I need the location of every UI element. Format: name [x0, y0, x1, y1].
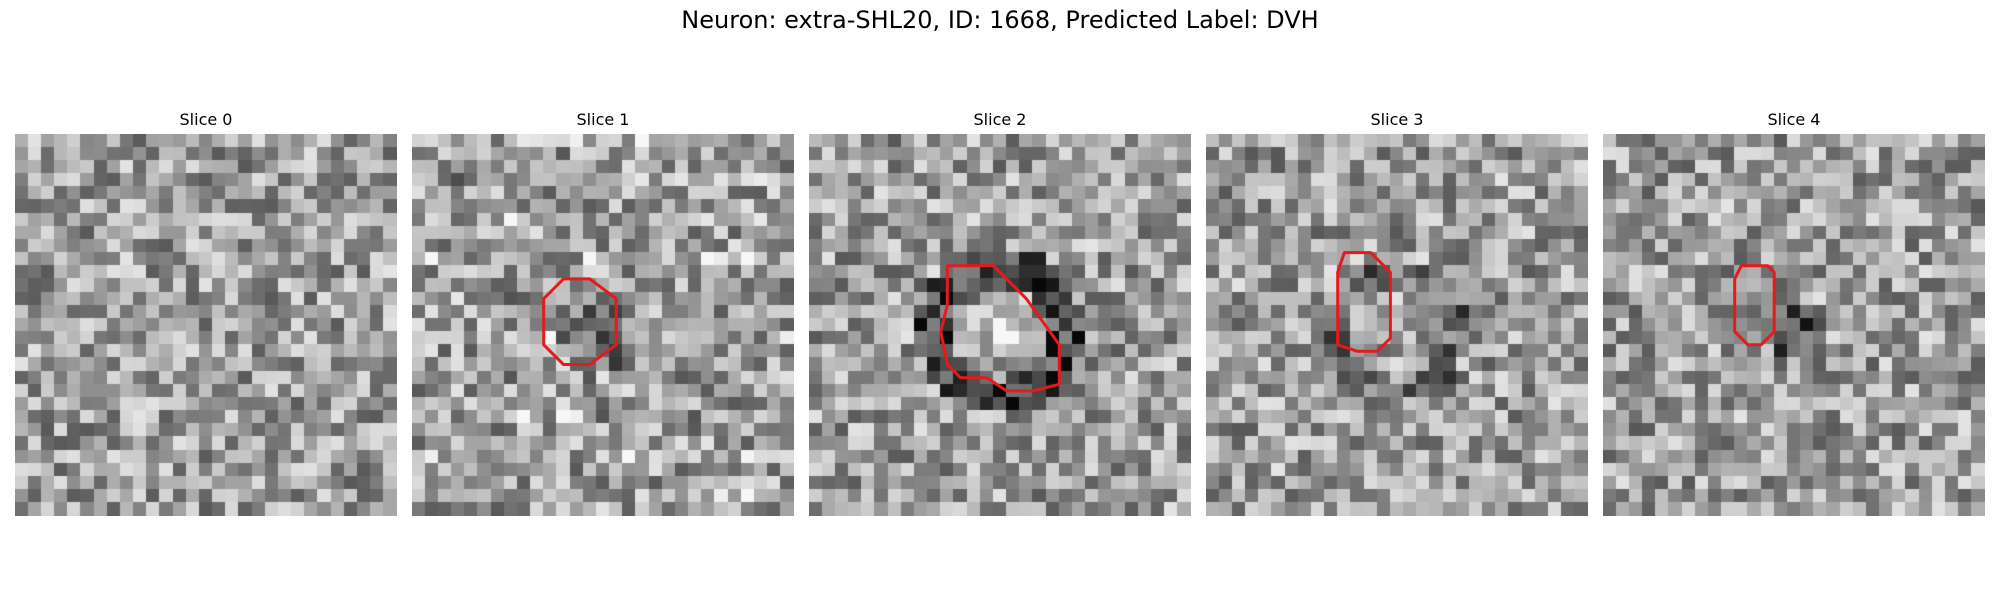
figure-title: Neuron: extra-SHL20, ID: 1668, Predicted… — [681, 6, 1319, 34]
slice-panel-0: Slice 0 — [15, 110, 397, 516]
slice-panel-2: Slice 2 — [809, 110, 1191, 516]
slice-image — [809, 134, 1191, 516]
slice-title: Slice 3 — [1370, 110, 1424, 129]
slice-panel-1: Slice 1 — [412, 110, 794, 516]
slice-title: Slice 2 — [973, 110, 1027, 129]
slice-panel-4: Slice 4 — [1603, 110, 1985, 516]
slice-image — [1206, 134, 1588, 516]
slice-title: Slice 4 — [1767, 110, 1821, 129]
slice-image — [412, 134, 794, 516]
slice-title: Slice 1 — [576, 110, 630, 129]
slice-image — [15, 134, 397, 516]
slice-panel-3: Slice 3 — [1206, 110, 1588, 516]
slice-title: Slice 0 — [179, 110, 233, 129]
slice-image — [1603, 134, 1985, 516]
